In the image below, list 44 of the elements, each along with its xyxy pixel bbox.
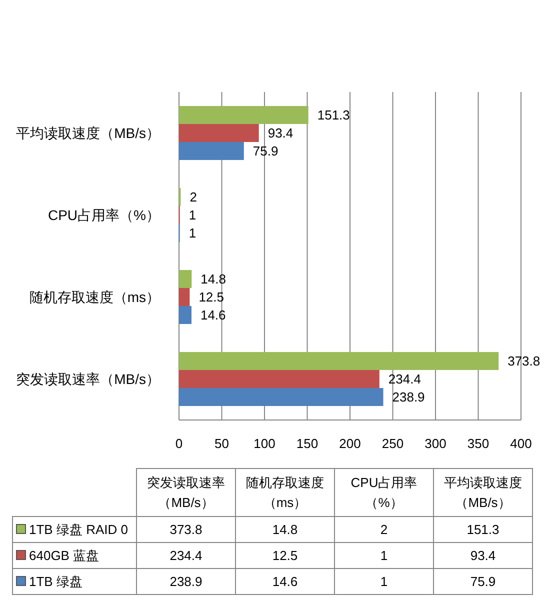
x-tick-label: 200 xyxy=(339,436,361,451)
x-tick-label: 350 xyxy=(467,436,490,451)
y-tick-label: 随机存取速度（ms） xyxy=(29,289,160,305)
data-label: 2 xyxy=(334,516,434,542)
data-label: 12.5 xyxy=(198,290,224,304)
legend-label: 1TB 绿盘 xyxy=(12,568,136,594)
data-label: 1 xyxy=(188,208,196,222)
x-tick-label: 0 xyxy=(175,436,183,451)
category-label: CPU占用率（%） xyxy=(334,468,434,516)
y-tick-label: CPU占用率（%） xyxy=(48,207,160,223)
data-label: 1 xyxy=(334,542,434,568)
category-label: 突发读取速率（MB/s） xyxy=(136,468,236,516)
data-label: 14.8 xyxy=(236,516,334,542)
data-label: 373.8 xyxy=(508,354,540,368)
data-label: 93.4 xyxy=(268,126,294,140)
category-label: 随机存取速度（ms） xyxy=(236,468,334,516)
x-tick-label: 50 xyxy=(214,436,229,451)
data-label: 93.4 xyxy=(434,542,532,568)
x-tick-label: 150 xyxy=(296,436,318,451)
data-label: 14.6 xyxy=(236,568,334,594)
data-label: 238.9 xyxy=(392,390,425,404)
data-label: 75.9 xyxy=(434,568,532,594)
legend-label: 1TB 绿盘 RAID 0 xyxy=(12,516,136,542)
x-tick-label: 100 xyxy=(254,436,276,451)
y-tick-label: 突发读取速率（MB/s） xyxy=(16,371,160,387)
category-label: 平均读取速度（MB/s） xyxy=(434,468,532,516)
data-label: 14.8 xyxy=(200,272,226,286)
legend-label: 640GB 蓝盘 xyxy=(12,542,136,568)
data-label: 234.4 xyxy=(388,372,421,386)
x-tick-label: 250 xyxy=(382,436,404,451)
x-tick-label: 300 xyxy=(424,436,446,451)
data-label: 234.4 xyxy=(136,542,236,568)
data-label: 151.3 xyxy=(434,516,532,542)
data-label: 75.9 xyxy=(252,144,278,158)
data-label: 151.3 xyxy=(317,108,350,122)
data-label: 1 xyxy=(188,226,196,240)
data-label: 1 xyxy=(334,568,434,594)
data-label: 238.9 xyxy=(136,568,236,594)
data-label: 12.5 xyxy=(236,542,334,568)
x-tick-label: 400 xyxy=(510,436,532,451)
y-tick-label: 平均读取速度（MB/s） xyxy=(16,125,160,141)
data-label: 2 xyxy=(190,190,197,204)
data-label: 14.6 xyxy=(200,308,226,322)
data-label: 373.8 xyxy=(136,516,236,542)
